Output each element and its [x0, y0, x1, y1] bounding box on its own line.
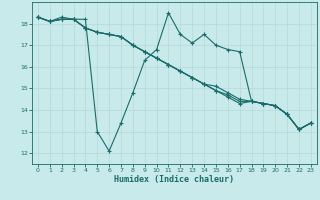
X-axis label: Humidex (Indice chaleur): Humidex (Indice chaleur): [115, 175, 234, 184]
